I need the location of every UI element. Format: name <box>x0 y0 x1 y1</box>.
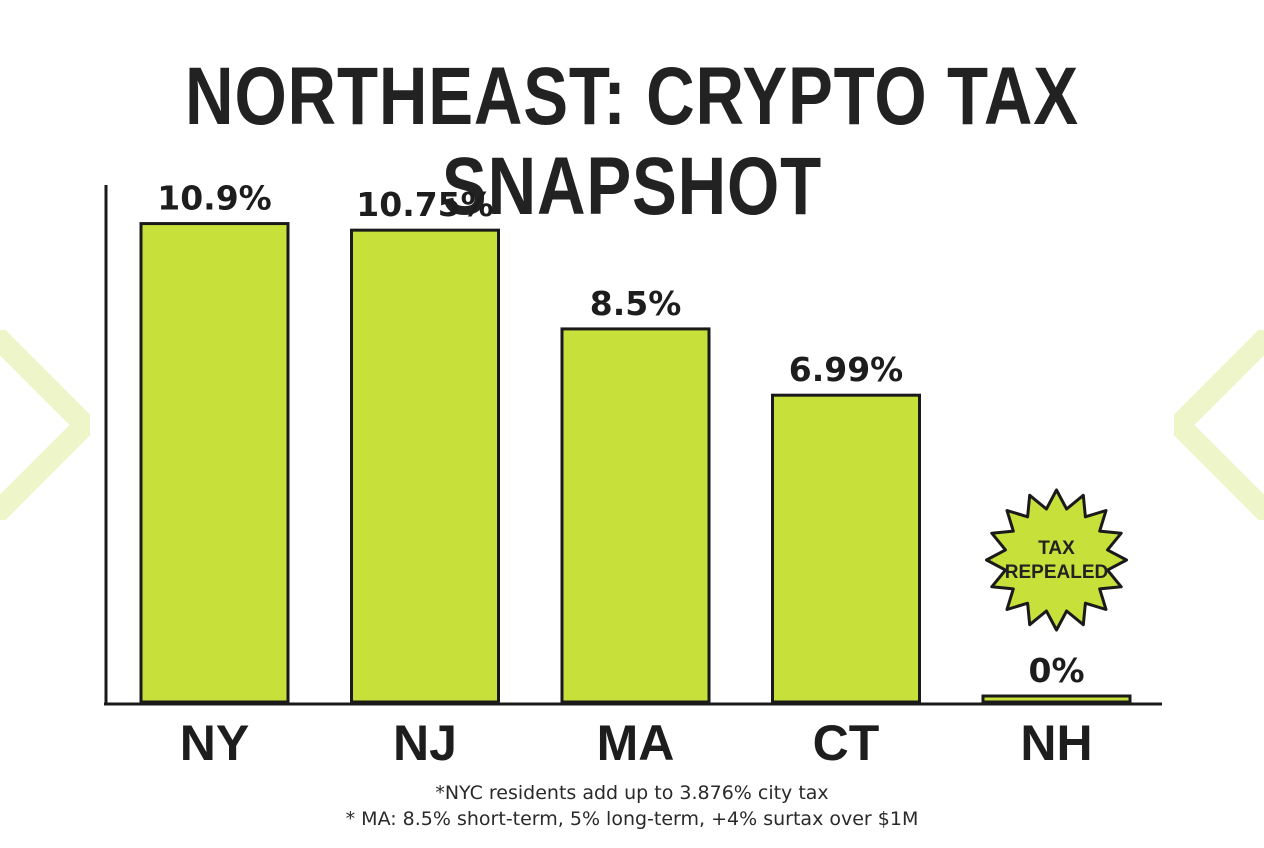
category-label-nh: NH <box>1020 715 1092 771</box>
footnote-nyc: *NYC residents add up to 3.876% city tax <box>435 782 829 804</box>
bar-ct <box>771 393 921 704</box>
footnote-ma: * MA: 8.5% short-term, 5% long-term, +4%… <box>345 808 919 830</box>
bars-layer: 10.9% NY 10.75% NJ 8.5% MA 6.99% CT 0% NH <box>139 179 1132 771</box>
category-label-ny: NY <box>180 715 249 771</box>
left-chevron-decoration <box>0 330 90 520</box>
category-label-ct: CT <box>813 715 880 771</box>
value-label-ny: 10.9% <box>157 179 272 218</box>
page-title: NORTHEAST: CRYPTO TAX SNAPSHOT <box>185 51 1079 232</box>
bar-ma <box>560 327 711 704</box>
right-chevron-decoration <box>1174 330 1264 520</box>
value-label-ct: 6.99% <box>789 350 904 389</box>
annotation-layer: TAX REPEALED <box>985 488 1128 632</box>
value-label-nh: 0% <box>1028 651 1084 690</box>
value-label-ma: 8.5% <box>590 284 682 323</box>
value-label-nj: 10.75% <box>356 185 493 224</box>
bar-nj <box>350 228 500 704</box>
badge-text-line-2: REPEALED <box>1005 562 1108 583</box>
tax-repealed-badge <box>985 488 1128 632</box>
bar-ny <box>139 222 290 704</box>
category-label-nj: NJ <box>393 715 457 771</box>
bar-nh <box>981 694 1132 704</box>
badge-text-line-1: TAX <box>1038 538 1075 559</box>
category-label-ma: MA <box>597 715 675 771</box>
bar-chart: 10.9% NY 10.75% NJ 8.5% MA 6.99% CT 0% NH TAX REPE… <box>104 179 1162 771</box>
